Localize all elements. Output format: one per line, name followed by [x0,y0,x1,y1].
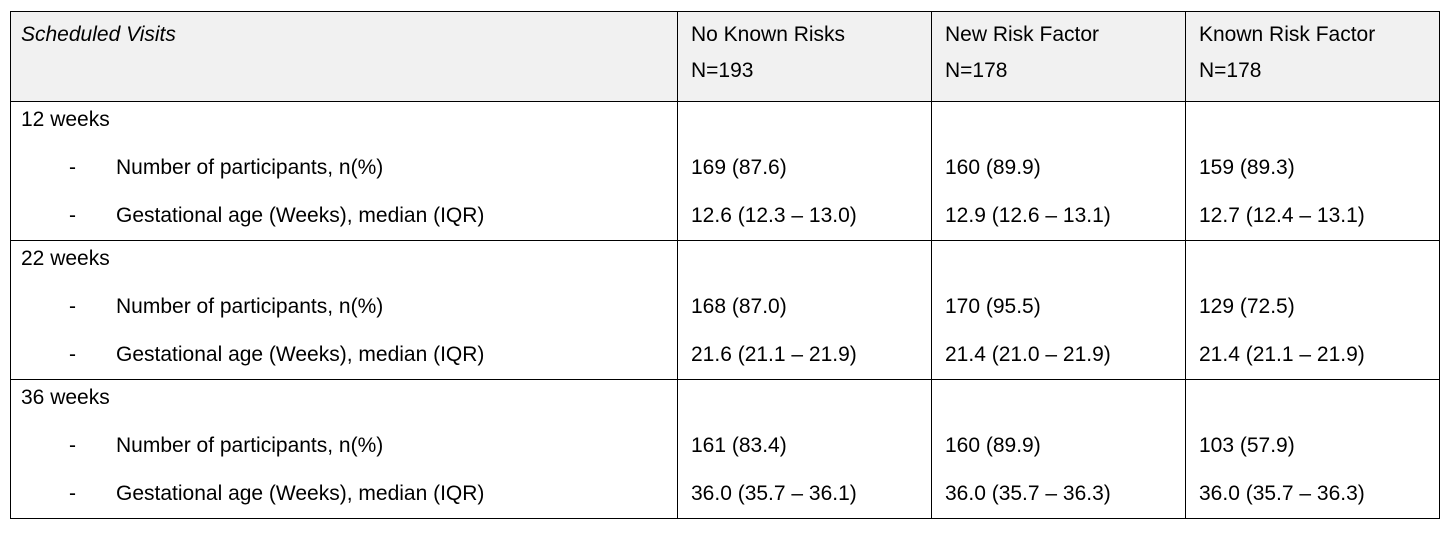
header-scheduled-visits-label: Scheduled Visits [21,23,176,46]
value-cell-no-known-risks: 161 (83.4) 36.0 (35.7 – 36.1) [677,379,932,519]
group-label-cell: 36 weeks - Number of participants, n(%) -… [10,379,678,519]
table-row-group-22-weeks: 22 weeks - Number of participants, n(%) -… [10,240,1440,380]
header-row: Scheduled Visits No Known Risks N=193 Ne… [10,11,1440,102]
row-label: Number of participants, n(%) [116,434,384,457]
cell-value: 21.4 (21.0 – 21.9) [945,343,1111,366]
row-label: Gestational age (Weeks), median (IQR) [116,482,485,505]
bullet-dash: - [69,204,76,227]
value-cell-new-risk-factor: 160 (89.9) 36.0 (35.7 – 36.3) [931,379,1186,519]
value-cell-no-known-risks: 169 (87.6) 12.6 (12.3 – 13.0) [677,101,932,241]
group-label: 22 weeks [21,247,110,270]
cell-value: 12.7 (12.4 – 13.1) [1199,204,1365,227]
row-label-line: - Number of participants, n(%) [21,144,677,192]
header-scheduled-visits: Scheduled Visits [10,11,678,102]
table-row-group-36-weeks: 36 weeks - Number of participants, n(%) -… [10,379,1440,519]
cell-value: 160 (89.9) [945,156,1041,179]
cell-value: 103 (57.9) [1199,434,1295,457]
header-col-name: Known Risk Factor [1199,23,1376,46]
row-label-line: - Gestational age (Weeks), median (IQR) [21,470,677,518]
cell-value: 36.0 (35.7 – 36.1) [691,482,857,505]
cell-value: 168 (87.0) [691,295,787,318]
header-col-n: N=178 [945,59,1008,82]
row-label: Number of participants, n(%) [116,156,384,179]
cell-value: 129 (72.5) [1199,295,1295,318]
blank-line [1199,102,1439,144]
cell-value: 21.6 (21.1 – 21.9) [691,343,857,366]
value-cell-new-risk-factor: 160 (89.9) 12.9 (12.6 – 13.1) [931,101,1186,241]
scheduled-visits-table: Scheduled Visits No Known Risks N=193 Ne… [10,11,1440,519]
row-label-line: - Gestational age (Weeks), median (IQR) [21,192,677,240]
cell-value: 12.6 (12.3 – 13.0) [691,204,857,227]
row-label-line: - Number of participants, n(%) [21,283,677,331]
bullet-dash: - [69,156,76,179]
group-label-cell: 12 weeks - Number of participants, n(%) -… [10,101,678,241]
value-cell-known-risk-factor: 103 (57.9) 36.0 (35.7 – 36.3) [1185,379,1440,519]
table-row-group-12-weeks: 12 weeks - Number of participants, n(%) -… [10,101,1440,241]
row-label: Gestational age (Weeks), median (IQR) [116,343,485,366]
value-cell-known-risk-factor: 129 (72.5) 21.4 (21.1 – 21.9) [1185,240,1440,380]
group-label-cell: 22 weeks - Number of participants, n(%) -… [10,240,678,380]
bullet-dash: - [69,343,76,366]
blank-line [1199,380,1439,422]
header-col-name: New Risk Factor [945,23,1100,46]
blank-line [945,241,1185,283]
group-label: 12 weeks [21,108,110,131]
bullet-dash: - [69,482,76,505]
header-col-name: No Known Risks [691,23,846,46]
blank-line [691,380,931,422]
value-cell-new-risk-factor: 170 (95.5) 21.4 (21.0 – 21.9) [931,240,1186,380]
cell-value: 21.4 (21.1 – 21.9) [1199,343,1365,366]
value-cell-no-known-risks: 168 (87.0) 21.6 (21.1 – 21.9) [677,240,932,380]
header-known-risk-factor: Known Risk Factor N=178 [1185,11,1440,102]
header-new-risk-factor: New Risk Factor N=178 [931,11,1186,102]
cell-value: 160 (89.9) [945,434,1041,457]
cell-value: 12.9 (12.6 – 13.1) [945,204,1111,227]
bullet-dash: - [69,434,76,457]
cell-value: 161 (83.4) [691,434,787,457]
row-label: Gestational age (Weeks), median (IQR) [116,204,485,227]
blank-line [945,102,1185,144]
value-cell-known-risk-factor: 159 (89.3) 12.7 (12.4 – 13.1) [1185,101,1440,241]
header-col-n: N=193 [691,59,754,82]
cell-value: 36.0 (35.7 – 36.3) [1199,482,1365,505]
blank-line [945,380,1185,422]
row-label-line: - Number of participants, n(%) [21,422,677,470]
cell-value: 169 (87.6) [691,156,787,179]
cell-value: 170 (95.5) [945,295,1041,318]
header-col-n: N=178 [1199,59,1262,82]
header-no-known-risks: No Known Risks N=193 [677,11,932,102]
cell-value: 36.0 (35.7 – 36.3) [945,482,1111,505]
group-label: 36 weeks [21,386,110,409]
blank-line [1199,241,1439,283]
row-label-line: - Gestational age (Weeks), median (IQR) [21,331,677,379]
blank-line [691,102,931,144]
cell-value: 159 (89.3) [1199,156,1295,179]
bullet-dash: - [69,295,76,318]
blank-line [691,241,931,283]
row-label: Number of participants, n(%) [116,295,384,318]
